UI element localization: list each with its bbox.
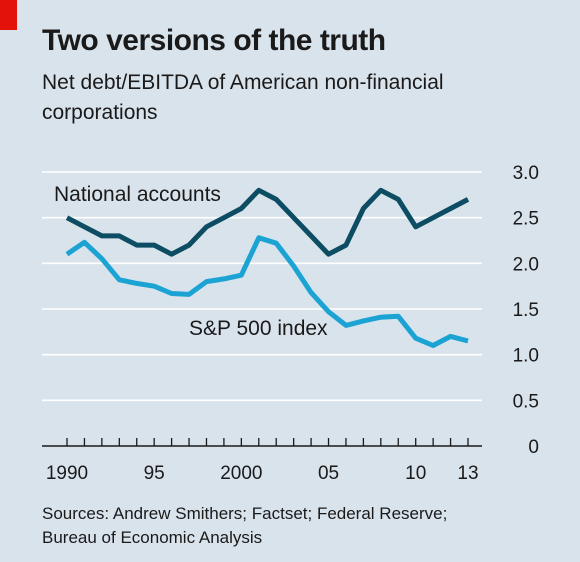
y-tick-label: 1.0 bbox=[513, 346, 539, 367]
source-note: Sources: Andrew Smithers; Factset; Feder… bbox=[42, 504, 448, 547]
chart-title: Two versions of the truth bbox=[42, 24, 386, 57]
red-accent-tag bbox=[0, 0, 17, 30]
x-tick-label: 95 bbox=[144, 463, 165, 484]
y-tick-label: 0 bbox=[528, 437, 539, 458]
x-tick-label: 2000 bbox=[220, 463, 262, 484]
sp500-index-label: S&P 500 index bbox=[189, 317, 328, 340]
x-axis-tick-labels: 1990 95 2000 05 10 13 bbox=[46, 463, 479, 484]
national-accounts-line bbox=[65, 187, 470, 257]
x-tick-label: 05 bbox=[318, 463, 339, 484]
y-tick-label: 0.5 bbox=[513, 391, 539, 412]
sp500-index-line bbox=[65, 235, 469, 348]
y-tick-label: 2.0 bbox=[513, 254, 539, 275]
y-tick-label: 1.5 bbox=[513, 300, 539, 321]
series-lines bbox=[65, 187, 470, 348]
x-tick-label: 1990 bbox=[46, 463, 88, 484]
chart-subtitle: Net debt/EBITDA of American non-financia… bbox=[42, 71, 444, 124]
x-tick-label: 13 bbox=[457, 463, 478, 484]
y-tick-label: 2.5 bbox=[513, 209, 539, 230]
x-tick-label: 10 bbox=[405, 463, 426, 484]
series-labels: National accounts S&P 500 index bbox=[54, 183, 328, 340]
y-tick-label: 3.0 bbox=[513, 163, 539, 184]
national-accounts-label: National accounts bbox=[54, 183, 221, 206]
y-axis-tick-labels: 0 0.5 1.0 1.5 2.0 2.5 3.0 bbox=[513, 163, 539, 458]
x-axis bbox=[42, 438, 482, 447]
gridlines bbox=[42, 171, 482, 402]
